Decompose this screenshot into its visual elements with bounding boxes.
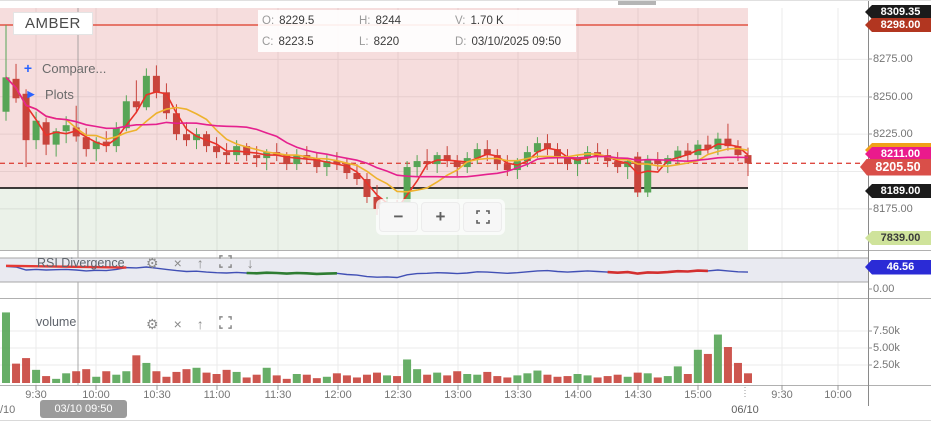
price-tag: 7839.00 — [865, 231, 931, 245]
high-field: H: 8244 — [359, 14, 402, 27]
zoom-in-button[interactable]: + — [421, 202, 460, 232]
reset-view-button[interactable] — [463, 202, 502, 232]
close-field: C: 8223.5 — [262, 35, 314, 48]
zoom-out-button[interactable]: − — [379, 202, 418, 232]
crosshair-time-tooltip: 03/10 09:50 — [40, 400, 127, 418]
price-tag: 8211.00 — [865, 147, 931, 161]
time-axis-label: 13:00 — [444, 389, 472, 401]
date-break-label: 06/10 — [731, 404, 759, 416]
maximize-icon[interactable] — [218, 316, 232, 331]
time-axis-label: 10:00 — [824, 389, 852, 401]
move-down-icon[interactable]: ↓ — [246, 254, 254, 271]
zoom-toolbar: − + — [376, 199, 505, 235]
plus-icon: + — [23, 60, 33, 76]
plots-label: Plots — [45, 87, 74, 102]
maximize-icon[interactable] — [218, 255, 232, 270]
rsi-panel-controls: ⚙ × ↑ ↓ — [146, 255, 254, 270]
time-axis-label: 12:30 — [384, 389, 412, 401]
move-up-icon[interactable]: ↑ — [196, 315, 204, 332]
compare-label: Compare... — [42, 60, 107, 76]
volume-axis-label: 7.50k — [873, 325, 900, 337]
compare-menu-item[interactable]: + Compare... — [22, 60, 106, 76]
time-axis-label: 10:00 — [82, 389, 110, 401]
volume-axis-label: 2.50k — [873, 359, 900, 371]
time-axis-label: 11:30 — [264, 389, 292, 401]
symbol-label[interactable]: AMBER — [13, 12, 93, 35]
volume-panel-controls: ⚙ × ↑ — [146, 316, 232, 331]
price-axis-label: 8225.00 — [873, 128, 913, 140]
play-triangle-icon: ▶ — [27, 89, 35, 99]
close-icon[interactable]: × — [173, 254, 182, 271]
time-axis-label: 11:00 — [203, 389, 231, 401]
price-axis-label: 8275.00 — [873, 53, 913, 65]
price-tag: 8189.00 — [865, 184, 931, 198]
time-axis-label: 14:00 — [564, 389, 592, 401]
time-axis-label: 13:30 — [504, 389, 532, 401]
rsi-panel-title[interactable]: RSI Divergence — [37, 256, 125, 270]
scrollbar-thumb[interactable] — [618, 1, 656, 5]
time-axis-label: 12:00 — [324, 389, 352, 401]
gear-icon[interactable]: ⚙ — [146, 315, 159, 332]
fullscreen-icon — [475, 210, 490, 224]
gear-icon[interactable]: ⚙ — [146, 254, 159, 271]
time-axis-label: 10:30 — [143, 389, 171, 401]
datetime-field: D: 03/10/2025 09:50 — [455, 35, 562, 48]
time-axis-label: 9:30 — [771, 389, 793, 401]
time-axis-label: 14:30 — [624, 389, 652, 401]
time-axis-label: 15:00 — [684, 389, 712, 401]
price-axis-label: 8175.00 — [873, 203, 913, 215]
volume-field: V: 1.70 K — [455, 14, 504, 27]
move-up-icon[interactable]: ↑ — [196, 254, 204, 271]
volume-axis-label: 5.00k — [873, 342, 900, 354]
price-tag: 8298.00 — [865, 18, 931, 32]
rsi-value-tag: 46.56 — [865, 259, 931, 275]
rsi-zero-label: 0.00 — [873, 283, 895, 295]
plots-menu-item[interactable]: ▶ Plots — [25, 87, 74, 102]
open-field: O: 8229.5 — [262, 14, 315, 27]
ohlc-info-box: O: 8229.5 H: 8244 V: 1.70 K C: 8223.5 L: 8220… — [258, 10, 576, 52]
price-tag: 8205.50 — [860, 158, 931, 176]
volume-panel-title[interactable]: volume — [36, 315, 77, 329]
clipped-date-label: /10 — [0, 404, 16, 416]
time-axis-label: 9:30 — [25, 389, 47, 401]
price-axis-label: 8250.00 — [873, 91, 913, 103]
price-tag: 8309.35 — [865, 5, 931, 19]
low-field: L: 8220 — [359, 35, 400, 48]
close-icon[interactable]: × — [173, 315, 182, 332]
